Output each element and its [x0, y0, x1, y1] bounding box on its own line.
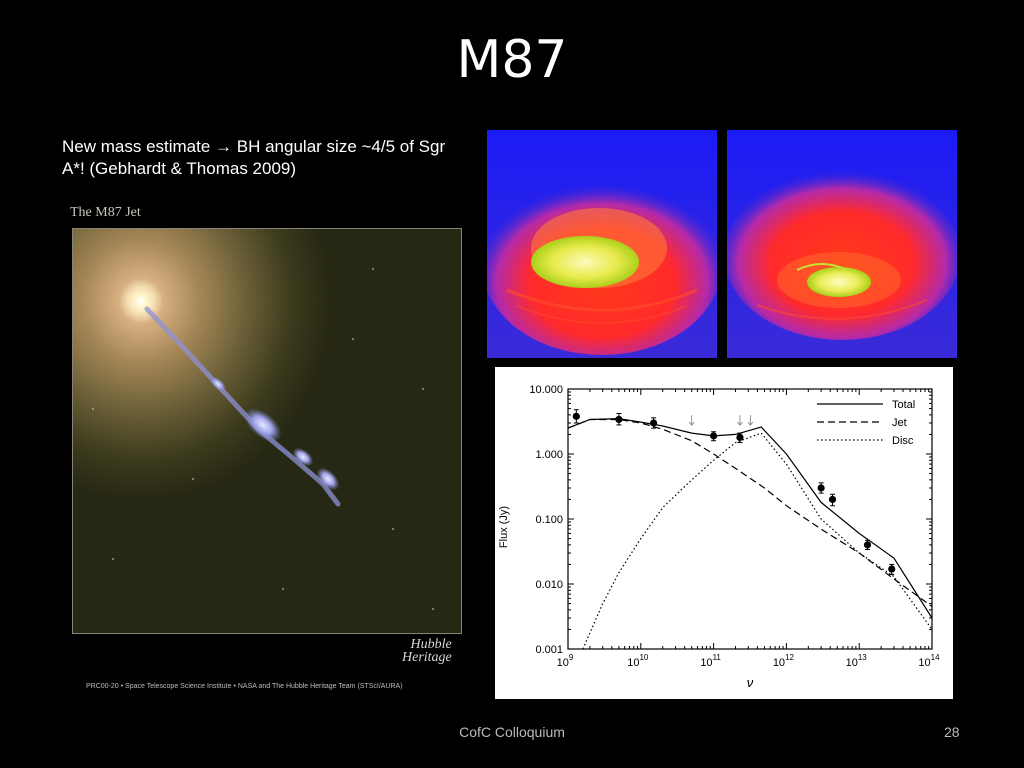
hubble-logo-line2: Heritage [402, 650, 452, 665]
series-line-jet [567, 418, 933, 607]
upper-limit-arrow-1 [737, 421, 743, 426]
x-tick-label-4: 1013 [846, 653, 868, 669]
y-tick-label-4: 0.001 [535, 644, 563, 656]
y-tick-label-3: 0.010 [535, 579, 563, 591]
x-axis-label: ν [747, 675, 754, 690]
y-tick-label-1: 1.000 [535, 449, 563, 461]
x-tick-label-2: 1011 [700, 653, 721, 669]
jet-knot-c [292, 447, 314, 467]
x-tick-exponent-3: 12 [785, 653, 794, 662]
hubble-heritage-logo: Hubble Heritage [402, 637, 452, 665]
bullet-text: New mass estimate → BH angular size ~4/5… [62, 137, 446, 178]
jet-knot-d [316, 467, 340, 491]
hubble-logo-line1: Hubble [410, 637, 452, 652]
plot-frame [567, 388, 933, 650]
jet-knot-a [209, 376, 227, 392]
jet-knot-b [244, 408, 282, 442]
x-tick-label-5: 1014 [918, 653, 940, 669]
data-point-2 [650, 419, 658, 427]
accretion-simulation-image-right [727, 130, 957, 358]
x-tick-exponent-1: 10 [639, 653, 648, 662]
data-point-6 [828, 495, 837, 504]
series-line-disc [582, 432, 933, 650]
accretion-simulation-image-left [487, 130, 717, 358]
data-point-3 [710, 432, 718, 440]
page-number: 28 [944, 724, 960, 740]
x-tick-exponent-4: 13 [858, 653, 867, 662]
legend-label-total: Total [892, 399, 915, 411]
simulation-left-drawing [487, 130, 717, 358]
simulation-right-drawing [727, 130, 957, 358]
series-layer [567, 417, 933, 650]
x-tick-exponent-0: 9 [569, 653, 574, 662]
m87-jet-drawing [92, 268, 434, 610]
flux-spectrum-chart: 10.000 1.000 0.100 0.010 0.001 109 1010 1011 10… [495, 367, 953, 699]
data-point-4 [736, 433, 744, 442]
x-tick-exponent-2: 11 [713, 653, 722, 662]
m87-jet-photo [72, 228, 462, 634]
hubble-image-caption: The M87 Jet [70, 205, 141, 220]
y-axis-label: Flux (Jy) [498, 506, 510, 548]
slide-title: M87 [456, 30, 568, 90]
star-field [92, 268, 434, 610]
data-point-8 [888, 565, 896, 573]
x-axis: 10 9 1010 1011 1012 1013 1014 [557, 389, 940, 669]
data-point-7 [863, 541, 872, 549]
data-point-5 [817, 484, 825, 492]
y-axis: 10.000 1.000 0.100 0.010 0.001 [529, 384, 932, 656]
y-tick-label-0: 10.000 [529, 384, 563, 396]
x-tick-label-3: 1012 [773, 653, 795, 669]
data-point-0 [572, 412, 580, 420]
x-tick-label-1: 1010 [627, 653, 649, 669]
chart-legend: Total Jet Disc [817, 399, 915, 447]
footer-text: CofC Colloquium [459, 724, 565, 740]
hubble-credit: PRC00-20 • Space Telescope Science Insti… [86, 683, 403, 690]
y-tick-label-2: 0.100 [535, 514, 563, 526]
legend-label-disc: Disc [892, 435, 914, 447]
data-points-layer [572, 409, 896, 576]
series-line-total [567, 417, 933, 619]
x-tick-exponent-5: 14 [931, 653, 940, 662]
upper-limit-arrow-0 [688, 421, 695, 426]
legend-label-jet: Jet [892, 417, 907, 429]
data-point-1 [615, 415, 623, 424]
upper-limit-arrow-2 [747, 421, 754, 426]
jet-stream [144, 306, 341, 507]
